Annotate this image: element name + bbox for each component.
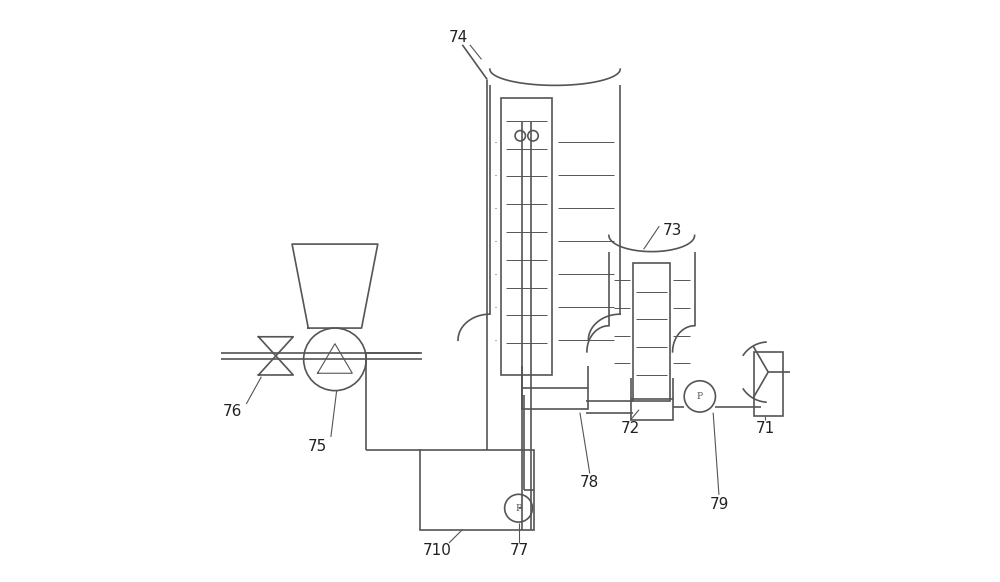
Bar: [631, 399, 673, 420]
Text: 71: 71: [756, 421, 775, 436]
Text: 77: 77: [509, 543, 529, 558]
Circle shape: [304, 328, 366, 391]
Text: P: P: [697, 392, 703, 401]
Circle shape: [684, 381, 715, 412]
Text: P: P: [515, 503, 522, 513]
Bar: [754, 352, 783, 416]
Text: 78: 78: [580, 475, 599, 489]
Bar: [420, 450, 534, 530]
Text: 72: 72: [621, 421, 640, 436]
Bar: [633, 263, 670, 401]
Bar: [522, 388, 588, 409]
Text: 79: 79: [709, 496, 729, 512]
Text: 76: 76: [223, 404, 242, 419]
Text: 710: 710: [423, 543, 452, 558]
Text: 75: 75: [308, 439, 327, 454]
Text: 73: 73: [663, 223, 682, 237]
Bar: [501, 98, 552, 375]
Text: 74: 74: [449, 30, 468, 45]
Circle shape: [505, 494, 532, 522]
